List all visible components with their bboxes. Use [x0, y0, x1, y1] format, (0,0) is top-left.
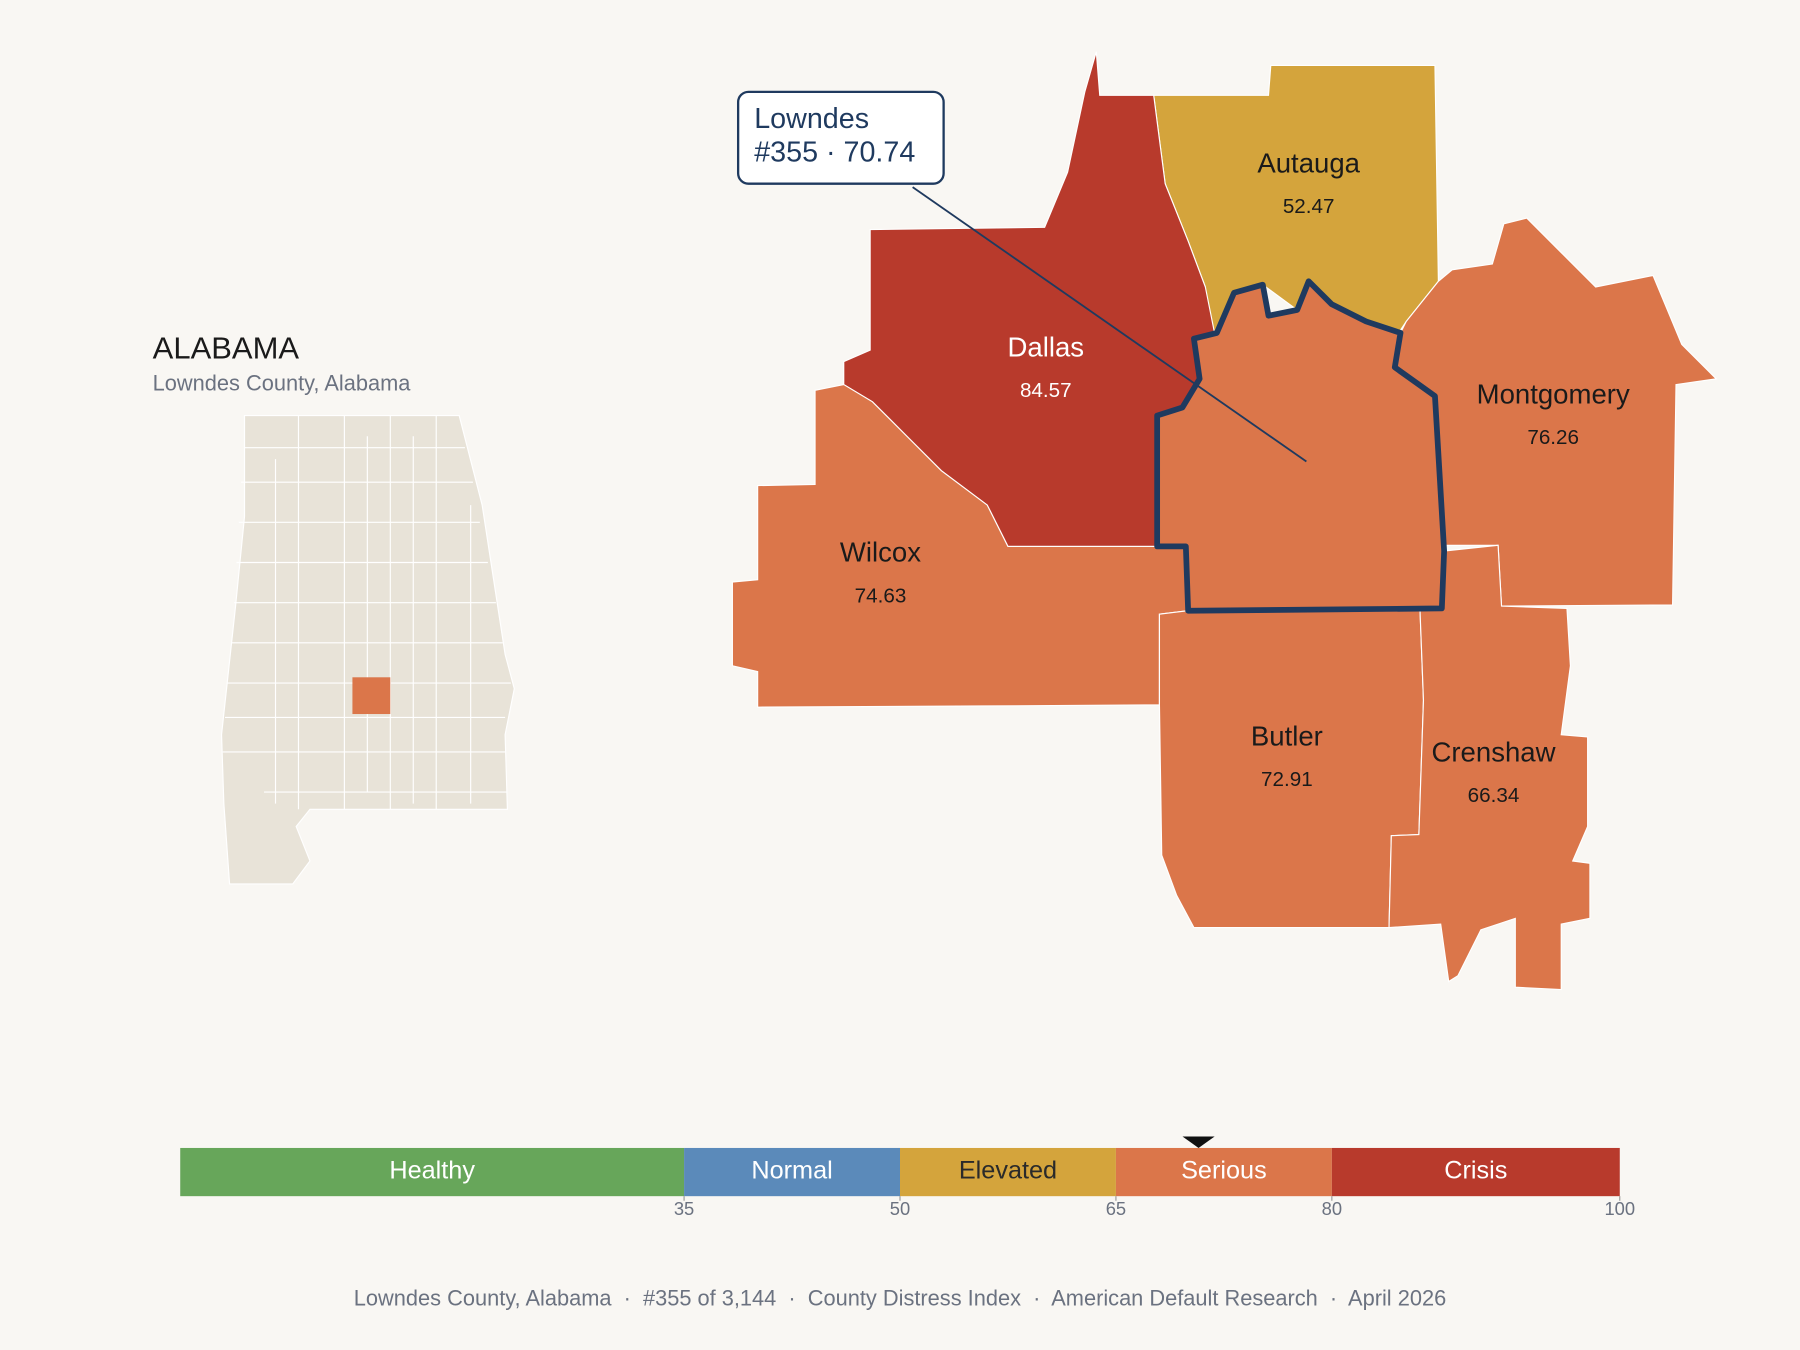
county-value: 66.34	[1468, 784, 1520, 807]
county-name: Butler	[1251, 720, 1323, 751]
scale-tick-label: 50	[890, 1198, 910, 1219]
scale-tick-label: 80	[1322, 1198, 1342, 1219]
county-value: 52.47	[1283, 195, 1335, 218]
scale-band	[1115, 1147, 1332, 1197]
state-county-lines	[222, 415, 511, 810]
county-name: Dallas	[1008, 331, 1085, 362]
scale-band	[180, 1147, 685, 1197]
county-name: Wilcox	[840, 537, 921, 568]
scale-band	[684, 1147, 900, 1197]
county	[1388, 544, 1591, 991]
callout-name: Lowndes	[754, 103, 869, 135]
scale-tick-label: 100	[1604, 1198, 1635, 1219]
county	[1394, 217, 1718, 607]
scale-band-label: Crisis	[1444, 1157, 1507, 1185]
scale-band-label: Elevated	[959, 1157, 1057, 1185]
county-name: Autauga	[1257, 148, 1360, 179]
county-name: Crenshaw	[1431, 736, 1555, 767]
state-highlight	[352, 677, 391, 715]
scale-band	[1331, 1147, 1620, 1197]
county-name: Montgomery	[1477, 378, 1630, 409]
callout-leader	[912, 186, 1307, 463]
scale-band-label: Healthy	[389, 1157, 475, 1185]
footer: Lowndes County, Alabama · #355 of 3,144 …	[354, 1285, 1446, 1310]
callout-box	[736, 90, 945, 185]
scale-band	[900, 1147, 1116, 1197]
scale-tick-label: 35	[674, 1198, 694, 1219]
county-value: 72.91	[1261, 768, 1313, 791]
scale: Healthy Normal Elevated Serious Crisis 35 50 65…	[180, 1136, 1635, 1219]
scale-band-label: Normal	[751, 1157, 832, 1185]
inset-subtitle: Lowndes County, Alabama	[153, 370, 412, 395]
county-value: 84.57	[1020, 379, 1072, 402]
callout-rank: #355 · 70.74	[754, 136, 915, 168]
inset-title: ALABAMA	[153, 330, 300, 365]
counties: Autauga 52.47 Dallas 84.57 Montgomery 76.26 Wi…	[731, 51, 1718, 991]
scale-band-label: Serious	[1181, 1157, 1267, 1185]
scale-marker	[1182, 1136, 1215, 1148]
county-value: 76.26	[1527, 426, 1579, 449]
highlight-county	[1154, 278, 1448, 614]
county-value: 74.63	[855, 584, 907, 607]
scale-tick-label: 65	[1106, 1198, 1126, 1219]
